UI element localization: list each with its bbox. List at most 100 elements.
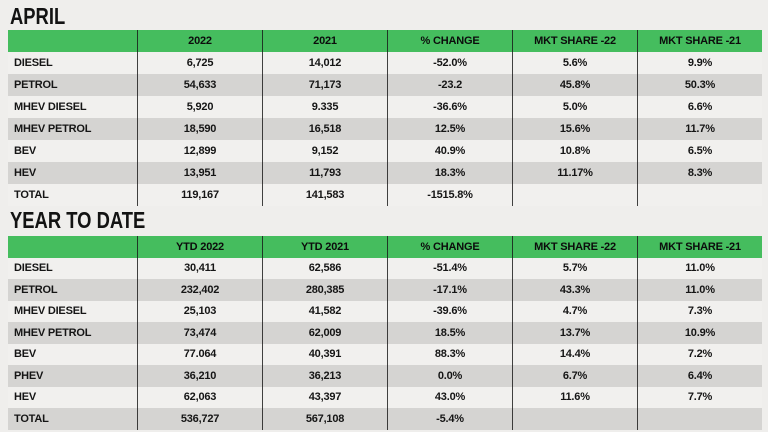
header-cell: % CHANGE xyxy=(387,30,512,52)
table-cell xyxy=(512,184,637,206)
table-cell: 8.3% xyxy=(637,162,762,184)
table-cell: 10.8% xyxy=(512,140,637,162)
table-row: MHEV DIESEL 5,920 9.335 -36.6% 5.0% 6.6% xyxy=(8,96,762,118)
table-cell: 567,108 xyxy=(262,408,387,430)
table-cell: 280,385 xyxy=(262,279,387,301)
row-label: PETROL xyxy=(14,283,58,296)
table-cell: 141,583 xyxy=(262,184,387,206)
table-cell: 15.6% xyxy=(512,118,637,140)
row-label: DIESEL xyxy=(14,57,53,69)
table-total-row: TOTAL 119,167 141,583 -1515.8% xyxy=(8,184,762,206)
row-label: BEV xyxy=(14,145,37,157)
row-label: MHEV PETROL xyxy=(14,326,92,339)
table-cell: -1515.8% xyxy=(387,184,512,206)
table-cell: 11.17% xyxy=(512,162,637,184)
table-cell: 43,397 xyxy=(262,386,387,408)
table-cell: 36,213 xyxy=(262,365,387,387)
table-cell: -52.0% xyxy=(387,52,512,74)
table-cell: 0.0% xyxy=(387,365,512,387)
table-cell: 5.0% xyxy=(512,96,637,118)
table-cell: 13,951 xyxy=(137,162,262,184)
header-cell: MKT SHARE -21 xyxy=(637,30,762,52)
row-label: MHEV PETROL xyxy=(14,123,92,135)
table-cell: 45.8% xyxy=(512,74,637,96)
header-cell: MKT SHARE -22 xyxy=(512,30,637,52)
table-cell: -17.1% xyxy=(387,279,512,301)
table-cell: 54,633 xyxy=(137,74,262,96)
table-row: PETROL 232,402 280,385 -17.1% 43.3% 11.0… xyxy=(8,279,762,301)
header-cell: 2022 xyxy=(137,30,262,52)
table-cell: 6.6% xyxy=(637,96,762,118)
table-row: BEV 77.064 40,391 88.3% 14.4% 7.2% xyxy=(8,343,762,365)
table-cell: 18,590 xyxy=(137,118,262,140)
header-cell xyxy=(8,30,137,52)
row-label: BEV xyxy=(14,348,37,361)
table-row: HEV 62,063 43,397 43.0% 11.6% 7.7% xyxy=(8,386,762,408)
april-table: 2022 2021 % CHANGE MKT SHARE -22 MKT SHA… xyxy=(8,30,762,206)
table-cell: -23.2 xyxy=(387,74,512,96)
table-cell: 6.7% xyxy=(512,365,637,387)
table-cell: 30,411 xyxy=(137,257,262,279)
table-cell: 41,582 xyxy=(262,300,387,322)
table-cell: 11.0% xyxy=(637,279,762,301)
table-cell: 7.7% xyxy=(637,386,762,408)
table-cell: 14,012 xyxy=(262,52,387,74)
row-label: HEV xyxy=(14,167,37,179)
table-header-row: YTD 2022 YTD 2021 % CHANGE MKT SHARE -22… xyxy=(8,236,762,258)
table-row: BEV 12,899 9,152 40.9% 10.8% 6.5% xyxy=(8,140,762,162)
table-row: MHEV DIESEL 25,103 41,582 -39.6% 4.7% 7.… xyxy=(8,300,762,322)
april-section-title: APRIL xyxy=(10,3,66,29)
table-row: PETROL 54,633 71,173 -23.2 45.8% 50.3% xyxy=(8,74,762,96)
row-label: PETROL xyxy=(14,79,58,91)
table-cell xyxy=(512,408,637,430)
table-row: MHEV PETROL 73,474 62,009 18.5% 13.7% 10… xyxy=(8,322,762,344)
row-label: HEV xyxy=(14,391,37,404)
row-label: TOTAL xyxy=(14,189,49,201)
row-label: MHEV DIESEL xyxy=(14,101,87,113)
table-cell: 5,920 xyxy=(137,96,262,118)
header-cell: YTD 2021 xyxy=(262,236,387,258)
row-label: TOTAL xyxy=(14,412,49,425)
table-cell: 40,391 xyxy=(262,343,387,365)
table-cell: 18.3% xyxy=(387,162,512,184)
table-cell: 9.335 xyxy=(262,96,387,118)
header-cell: % CHANGE xyxy=(387,236,512,258)
table-cell: 536,727 xyxy=(137,408,262,430)
row-label: DIESEL xyxy=(14,262,53,275)
table-cell: -51.4% xyxy=(387,257,512,279)
table-cell xyxy=(637,184,762,206)
table-row: MHEV PETROL 18,590 16,518 12.5% 15.6% 11… xyxy=(8,118,762,140)
table-cell: 12.5% xyxy=(387,118,512,140)
table-cell: 13.7% xyxy=(512,322,637,344)
table-cell: 14.4% xyxy=(512,343,637,365)
table-cell: 7.3% xyxy=(637,300,762,322)
ytd-section-title: YEAR TO DATE xyxy=(10,207,146,233)
table-cell: 6,725 xyxy=(137,52,262,74)
table-cell xyxy=(637,408,762,430)
table-cell: 43.0% xyxy=(387,386,512,408)
table-cell: 11,793 xyxy=(262,162,387,184)
table-cell: 62,586 xyxy=(262,257,387,279)
table-cell: 88.3% xyxy=(387,343,512,365)
header-cell: MKT SHARE -22 xyxy=(512,236,637,258)
table-cell: 12,899 xyxy=(137,140,262,162)
table-cell: 71,173 xyxy=(262,74,387,96)
header-cell: MKT SHARE -21 xyxy=(637,236,762,258)
table-cell: -39.6% xyxy=(387,300,512,322)
header-cell: YTD 2022 xyxy=(137,236,262,258)
table-cell: 62,063 xyxy=(137,386,262,408)
table-cell: 9.9% xyxy=(637,52,762,74)
table-cell: 40.9% xyxy=(387,140,512,162)
table-cell: 43.3% xyxy=(512,279,637,301)
table-cell: -5.4% xyxy=(387,408,512,430)
table-row: DIESEL 30,411 62,586 -51.4% 5.7% 11.0% xyxy=(8,257,762,279)
table-cell: 11.6% xyxy=(512,386,637,408)
table-cell: 9,152 xyxy=(262,140,387,162)
table-cell: 18.5% xyxy=(387,322,512,344)
table-total-row: TOTAL 536,727 567,108 -5.4% xyxy=(8,408,762,430)
table-cell: 50.3% xyxy=(637,74,762,96)
table-cell: 232,402 xyxy=(137,279,262,301)
table-cell: 5.6% xyxy=(512,52,637,74)
table-cell: 6.5% xyxy=(637,140,762,162)
